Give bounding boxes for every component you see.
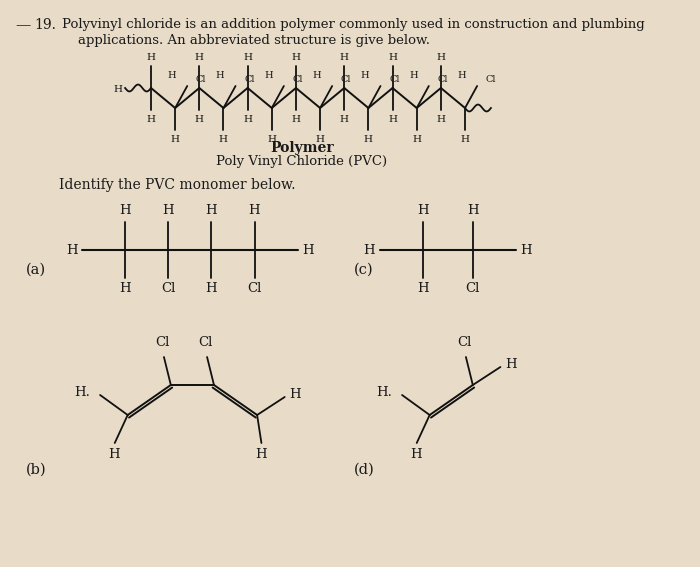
Text: Polymer: Polymer xyxy=(270,141,334,155)
Text: applications. An abbreviated structure is give below.: applications. An abbreviated structure i… xyxy=(78,34,430,47)
Text: H: H xyxy=(256,448,267,462)
Text: Cl: Cl xyxy=(466,282,480,295)
Text: H: H xyxy=(195,53,204,61)
Text: —: — xyxy=(15,18,31,32)
Text: (a): (a) xyxy=(26,263,46,277)
Text: H: H xyxy=(219,134,228,143)
Text: H.: H. xyxy=(74,387,90,400)
Text: H: H xyxy=(364,134,373,143)
Text: H: H xyxy=(467,205,479,218)
Text: H: H xyxy=(167,71,176,81)
Text: (b): (b) xyxy=(26,463,46,477)
Text: Cl: Cl xyxy=(486,75,496,84)
Text: (c): (c) xyxy=(354,263,373,277)
Text: H: H xyxy=(340,53,349,61)
Text: Polyvinyl chloride is an addition polymer commonly used in construction and plum: Polyvinyl chloride is an addition polyme… xyxy=(62,18,645,31)
Text: H: H xyxy=(162,205,174,218)
Text: 19.: 19. xyxy=(34,18,57,32)
Text: H: H xyxy=(264,71,272,81)
Text: H: H xyxy=(521,244,532,257)
Text: H: H xyxy=(316,134,325,143)
Text: H: H xyxy=(113,84,122,94)
Text: Cl: Cl xyxy=(341,75,351,84)
Text: H: H xyxy=(119,282,131,295)
Text: H: H xyxy=(312,71,321,81)
Text: H: H xyxy=(291,53,300,61)
Text: H: H xyxy=(412,134,421,143)
Text: Cl: Cl xyxy=(198,336,213,349)
Text: H: H xyxy=(171,134,180,143)
Text: H: H xyxy=(243,115,252,124)
Text: H: H xyxy=(216,71,224,81)
Text: H: H xyxy=(505,358,517,371)
Text: H: H xyxy=(340,115,349,124)
Text: Cl: Cl xyxy=(161,282,176,295)
Text: H: H xyxy=(461,134,470,143)
Text: (d): (d) xyxy=(354,463,374,477)
Text: H: H xyxy=(388,53,397,61)
Text: Cl: Cl xyxy=(293,75,303,84)
Text: Cl: Cl xyxy=(196,75,206,84)
Text: H: H xyxy=(146,53,155,61)
Text: H: H xyxy=(66,244,78,257)
Text: H: H xyxy=(248,205,260,218)
Text: H: H xyxy=(417,282,428,295)
Text: H: H xyxy=(206,282,217,295)
Text: Cl: Cl xyxy=(155,336,169,349)
Text: H: H xyxy=(146,115,155,124)
Text: H: H xyxy=(360,71,370,81)
Text: Poly Vinyl Chloride (PVC): Poly Vinyl Chloride (PVC) xyxy=(216,155,388,168)
Text: H: H xyxy=(291,115,300,124)
Text: H: H xyxy=(206,205,217,218)
Text: H: H xyxy=(409,71,418,81)
Text: H: H xyxy=(108,448,120,462)
Text: Identify the PVC monomer below.: Identify the PVC monomer below. xyxy=(59,178,295,192)
Text: H: H xyxy=(388,115,397,124)
Text: Cl: Cl xyxy=(247,282,262,295)
Text: Cl: Cl xyxy=(438,75,448,84)
Text: H: H xyxy=(457,71,466,81)
Text: H: H xyxy=(195,115,204,124)
Text: H: H xyxy=(417,205,428,218)
Text: H: H xyxy=(119,205,131,218)
Text: H: H xyxy=(363,244,375,257)
Text: Cl: Cl xyxy=(389,75,400,84)
Text: Cl: Cl xyxy=(457,336,471,349)
Text: H.: H. xyxy=(376,387,392,400)
Text: H: H xyxy=(289,388,301,401)
Text: H: H xyxy=(302,244,314,257)
Text: H: H xyxy=(410,448,421,462)
Text: H: H xyxy=(436,53,445,61)
Text: H: H xyxy=(436,115,445,124)
Text: H: H xyxy=(267,134,276,143)
Text: Cl: Cl xyxy=(244,75,255,84)
Text: H: H xyxy=(243,53,252,61)
